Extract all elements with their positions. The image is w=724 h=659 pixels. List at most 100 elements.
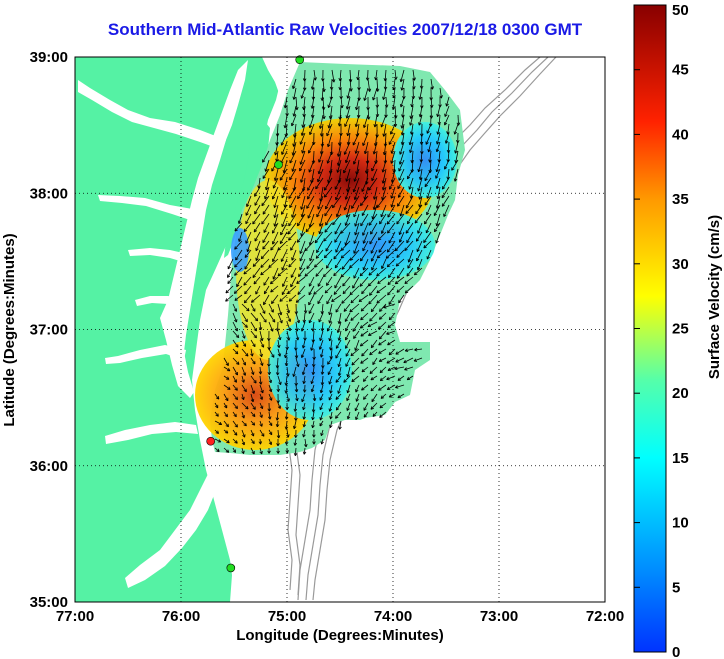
- velocity-arrow: [361, 366, 369, 373]
- velocity-arrowhead: [246, 248, 250, 253]
- albemarle-sound: [105, 422, 198, 444]
- velocity-arrowhead: [399, 78, 404, 83]
- velocity-arrowhead: [404, 280, 408, 284]
- velocity-arrow: [309, 249, 315, 262]
- velocity-arrowhead: [325, 205, 329, 210]
- velocity-arrow: [359, 267, 369, 277]
- velocity-arrow: [364, 186, 369, 200]
- colorbar-tick-label: 10: [672, 515, 689, 532]
- velocity-arrow: [417, 222, 423, 234]
- velocity-arrowhead: [388, 316, 393, 321]
- velocity-arrow: [363, 402, 369, 411]
- velocity-arrow: [300, 150, 306, 165]
- velocity-arrowhead: [308, 319, 312, 324]
- velocity-arrow: [386, 357, 396, 364]
- velocity-arrow: [286, 429, 289, 438]
- velocity-arrowhead: [317, 178, 321, 183]
- velocity-arrow: [214, 402, 219, 409]
- velocity-arrow: [299, 249, 306, 262]
- velocity-arrowhead: [353, 250, 357, 254]
- velocity-arrow: [388, 132, 396, 145]
- velocity-arrowhead: [245, 353, 249, 357]
- velocity-arrow: [297, 213, 306, 227]
- velocity-arrowhead: [395, 263, 400, 267]
- velocity-arrow: [420, 150, 423, 163]
- velocity-arrowhead: [335, 309, 339, 313]
- velocity-arrow: [387, 276, 396, 285]
- velocity-arrow: [370, 303, 378, 313]
- velocity-arrowhead: [235, 334, 240, 339]
- velocity-arrow: [353, 231, 360, 244]
- velocity-arrowhead: [361, 368, 365, 373]
- velocity-arrow: [325, 240, 333, 252]
- velocity-arrowhead: [259, 353, 263, 358]
- velocity-arrow: [223, 438, 230, 444]
- velocity-arrowhead: [382, 133, 386, 137]
- velocity-arrow: [373, 195, 378, 210]
- velocity-arrowhead: [303, 310, 308, 314]
- velocity-arrow: [370, 222, 378, 235]
- velocity-arrow: [308, 159, 315, 173]
- velocity-arrow: [354, 168, 360, 182]
- velocity-arrow: [232, 411, 237, 417]
- velocity-arrowhead: [370, 308, 375, 313]
- velocity-arrow: [361, 348, 369, 357]
- velocity-arrowhead: [276, 443, 280, 447]
- velocity-arrowhead: [427, 149, 431, 153]
- velocity-arrowhead: [296, 319, 301, 324]
- velocity-arrowhead: [439, 95, 443, 99]
- velocity-arrowhead: [444, 140, 449, 144]
- velocity-arrow: [286, 330, 290, 341]
- velocity-arrow: [298, 267, 306, 277]
- velocity-arrow: [386, 330, 396, 335]
- x-tick-label: 74:00: [374, 608, 412, 625]
- velocity-arrowhead: [274, 152, 278, 156]
- velocity-arrow: [311, 96, 315, 109]
- velocity-arrow: [325, 213, 333, 226]
- velocity-arrowhead: [344, 336, 349, 341]
- velocity-arrow: [426, 204, 432, 216]
- velocity-arrow: [379, 411, 387, 418]
- colorbar-tick-label: 45: [672, 62, 689, 79]
- velocity-arrow: [301, 87, 306, 99]
- velocity-arrowhead: [323, 254, 328, 259]
- velocity-arrow: [380, 393, 387, 399]
- velocity-arrow: [404, 285, 414, 294]
- velocity-arrow: [259, 438, 261, 445]
- velocity-arrowhead: [336, 169, 340, 173]
- velocity-arrowhead: [263, 282, 267, 286]
- velocity-arrow: [377, 231, 387, 241]
- velocity-arrowhead: [262, 159, 266, 163]
- velocity-arrowhead: [251, 299, 255, 303]
- velocity-arrow: [387, 366, 396, 371]
- velocity-arrowhead: [226, 439, 230, 444]
- velocity-arrow: [451, 159, 459, 171]
- velocity-arrowhead: [263, 301, 267, 306]
- velocity-arrow: [425, 222, 432, 234]
- velocity-arrow: [250, 420, 255, 426]
- velocity-arrowhead: [293, 442, 298, 446]
- velocity-arrow: [360, 339, 369, 347]
- velocity-arrow: [424, 177, 432, 187]
- velocity-arrow: [333, 249, 342, 260]
- velocity-arrow: [327, 150, 333, 164]
- velocity-arrow: [381, 186, 387, 200]
- velocity-arrow: [300, 222, 306, 237]
- velocity-arrow: [289, 195, 297, 208]
- velocity-arrowhead: [383, 305, 387, 309]
- velocity-arrow: [327, 357, 333, 365]
- velocity-arrow: [232, 357, 240, 365]
- velocity-arrowhead: [267, 408, 272, 412]
- delaware-bay: [262, 57, 290, 96]
- velocity-arrow: [326, 123, 333, 137]
- velocity-arrow: [340, 96, 343, 108]
- velocity-arrowhead: [379, 414, 383, 418]
- velocity-arrowhead: [292, 113, 297, 117]
- velocity-arrow: [241, 339, 246, 347]
- velocity-arrow: [234, 240, 243, 250]
- velocity-arrow: [388, 348, 396, 356]
- velocity-arrow: [270, 240, 279, 251]
- velocity-arrow: [328, 114, 333, 129]
- radar-site-marker: [295, 55, 305, 65]
- velocity-arrowhead: [337, 363, 341, 368]
